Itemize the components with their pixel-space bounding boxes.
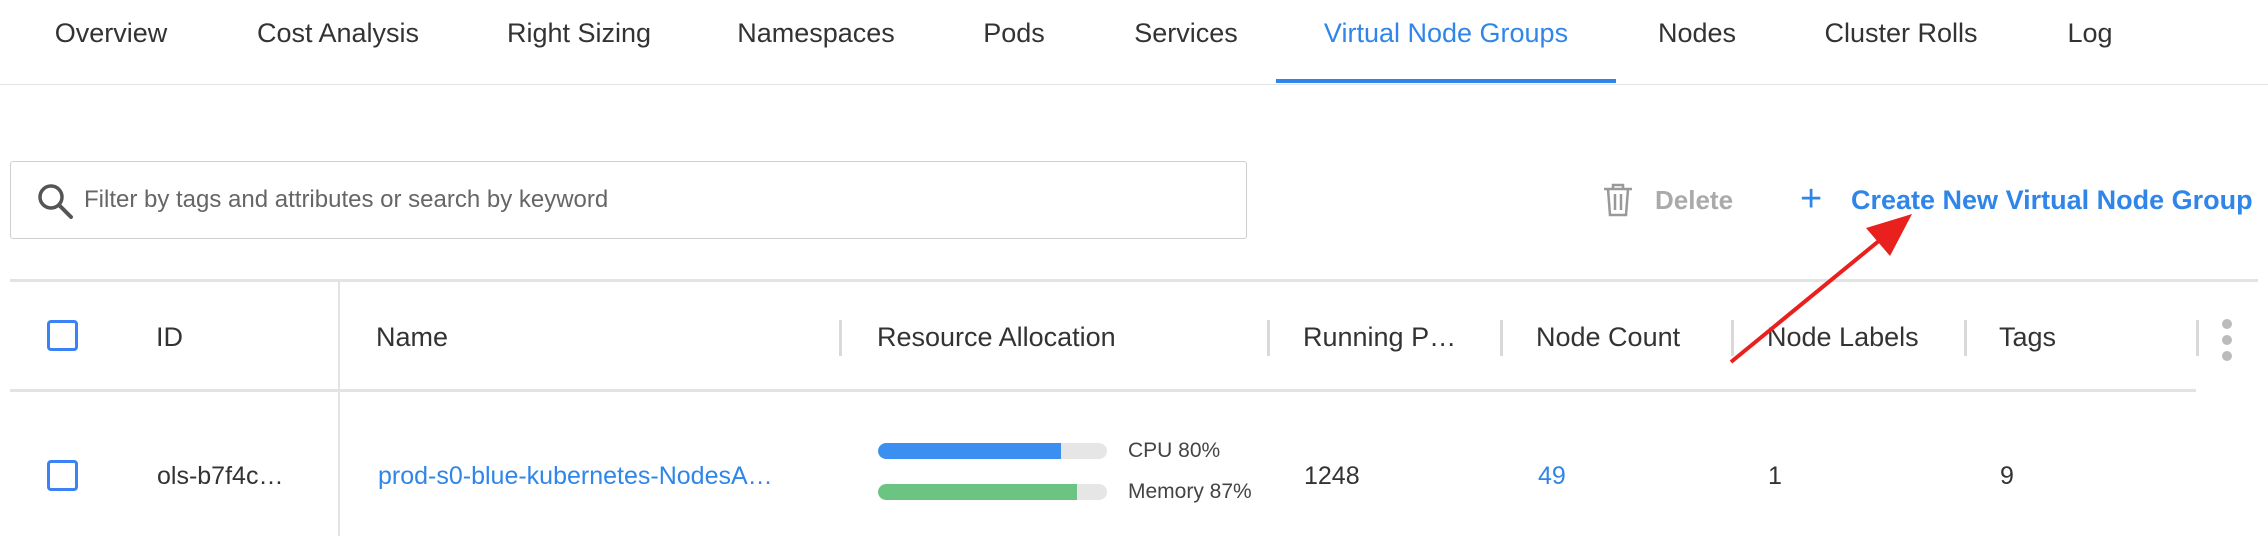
column-header[interactable]: Node Count: [1536, 322, 1681, 352]
cpu-bar-track: [878, 443, 1107, 459]
tab[interactable]: Log: [2067, 18, 2113, 48]
column-header[interactable]: Resource Allocation: [877, 322, 1116, 352]
column-header[interactable]: Running P…: [1303, 322, 1457, 352]
tab-bar-border: [0, 84, 2268, 85]
column-separator: [1267, 320, 1270, 356]
column-separator: [1731, 320, 1734, 356]
column-separator: [839, 320, 842, 356]
tab[interactable]: Cluster Rolls: [1824, 18, 1978, 48]
memory-bar: [878, 484, 1078, 500]
tab[interactable]: Services: [1134, 18, 1238, 48]
column-divider: [338, 282, 340, 536]
search-placeholder: Filter by tags and attributes or search …: [84, 186, 609, 213]
table-top-border: [10, 279, 2258, 282]
column-separator: [1500, 320, 1503, 356]
cpu-bar: [878, 443, 1062, 459]
column-header[interactable]: Name: [376, 322, 449, 352]
cell-node-labels: 1: [1768, 462, 1782, 490]
tab[interactable]: Right Sizing: [506, 18, 652, 48]
memory-label: Memory 87%: [1128, 480, 1252, 503]
create-button[interactable]: Create New Virtual Node Group: [1851, 185, 2253, 215]
column-header[interactable]: Node Labels: [1767, 322, 1919, 352]
tab[interactable]: Nodes: [1657, 18, 1737, 48]
column-menu[interactable]: [2219, 318, 2235, 362]
plus-icon: +: [1800, 178, 1823, 220]
tab[interactable]: Cost Analysis: [256, 18, 420, 48]
cell-name-link[interactable]: prod-s0-blue-kubernetes-NodesA…: [378, 462, 773, 490]
column-separator: [2196, 320, 2199, 356]
memory-bar-track: [878, 484, 1107, 500]
tab[interactable]: Pods: [983, 18, 1045, 48]
cell-id: ols-b7f4c…: [157, 462, 284, 490]
select-all-checkbox[interactable]: [47, 320, 78, 351]
column-header[interactable]: ID: [156, 322, 183, 352]
tab[interactable]: Virtual Node Groups: [1323, 18, 1569, 48]
cpu-label: CPU 80%: [1128, 439, 1221, 462]
delete-icon: [1604, 183, 1632, 217]
delete-button[interactable]: Delete: [1655, 185, 1734, 215]
cell-node-count-link[interactable]: 49: [1538, 462, 1566, 490]
search-icon: [38, 184, 73, 219]
active-tab-underline: [1275, 79, 1617, 83]
cell-running: 1248: [1304, 462, 1360, 490]
tab[interactable]: Overview: [54, 18, 168, 48]
tab[interactable]: Namespaces: [737, 18, 895, 48]
search-box[interactable]: Filter by tags and attributes or search …: [10, 161, 1247, 239]
row-checkbox[interactable]: [47, 460, 78, 491]
column-header[interactable]: Tags: [1999, 322, 2057, 352]
cell-tags: 9: [2000, 462, 2014, 490]
header-bottom-border: [10, 389, 2196, 392]
column-separator: [1964, 320, 1967, 356]
